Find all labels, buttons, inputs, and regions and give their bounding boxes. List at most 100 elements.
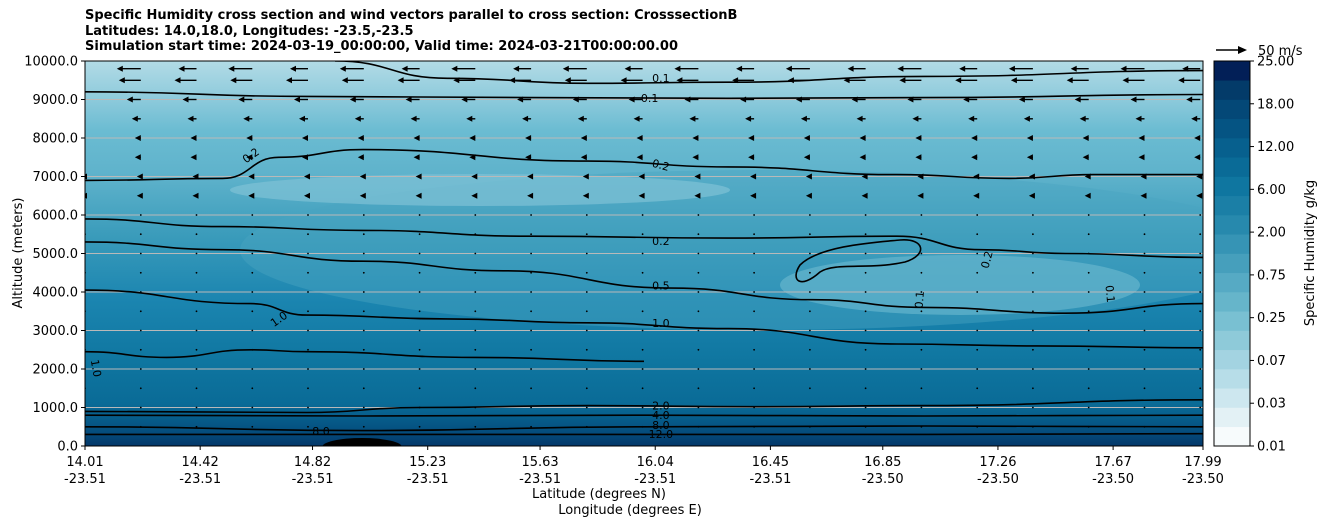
wind-vector [641,291,644,293]
wind-vector-head [304,173,310,180]
wind-vector-head [339,65,346,72]
colorbar-segment [1214,330,1250,351]
wind-vector-head [116,65,123,72]
wind-vector-head [740,96,747,103]
wind-vector-head [415,173,422,180]
wind-vector [1032,233,1034,236]
wind-vector [697,425,700,428]
wind-vector [641,252,644,255]
wind-vector [697,214,700,216]
colorbar-segment [1214,118,1250,139]
wind-vector-head [187,115,194,122]
x-axis-label-latitude: Latitude (degrees N) [532,487,666,502]
x-tick-label-lon: -23.51 [292,472,334,487]
wind-vector [1143,425,1146,428]
wind-vector [195,329,198,332]
wind-vector-head [190,135,197,141]
wind-vector [1087,310,1090,313]
wind-vector [195,271,198,274]
wind-vector [1087,387,1090,390]
wind-vector [809,348,811,351]
wind-vector-head [349,96,356,103]
wind-vector [251,406,254,409]
wind-vector-head [1084,173,1091,180]
wind-vector-head [522,115,529,122]
wind-vector-head [973,173,980,180]
colorbar-segment [1214,369,1250,389]
wind-vector [530,291,532,293]
wind-vector [1143,348,1146,351]
wind-vector-head [290,65,296,72]
x-tick-label-lon: -23.50 [862,472,904,487]
wind-vector [362,348,365,351]
wind-vector-head [134,135,141,141]
wind-vector [1032,406,1034,409]
wind-vector-head [912,115,919,122]
wind-vector [1143,271,1146,274]
contour-line-2 [85,399,1203,414]
wind-vector [474,310,477,313]
wind-vector [976,252,979,255]
wind-vector [753,291,755,293]
wind-vector [809,329,811,332]
wind-vector [585,271,588,274]
colorbar-segment [1214,407,1250,428]
y-tick-label: 7000.0 [33,170,79,185]
wind-vector [753,387,755,390]
y-axis-label: Altitude (meters) [11,198,26,309]
wind-vector-head [413,135,420,141]
wind-vector [1199,291,1202,293]
wind-vector [809,214,811,216]
wind-vector [864,271,867,274]
wind-vector [809,310,811,313]
wind-vectors [85,65,1203,428]
colorbar-segment [1214,272,1250,293]
colorbar: 0.01 0.03 0.07 0.25 0.75 2.00 6.00 12.00 18.00 25… [1213,55,1294,455]
wind-vector [809,233,811,236]
contour-label: 0.2 [979,250,996,270]
wind-vector [530,348,532,351]
wind-vector-head [971,154,978,161]
contour-line-1 [85,289,1203,349]
wind-vector [139,214,142,216]
contour-label-group: 1.0 [652,317,670,330]
wind-vector [1143,233,1146,236]
wind-vector-head [469,154,476,161]
wind-vector [1199,329,1202,332]
wind-vector-head [451,65,458,72]
contour-label: 0.1 [913,290,927,309]
contour-label-group: 12.0 [649,428,674,441]
wind-vector [976,387,979,390]
wind-vector-head [527,173,534,180]
wind-vector [1032,271,1034,274]
wind-vector-head [85,192,87,199]
wind-vector-head [1140,173,1147,180]
y-tick-label: 5000.0 [33,247,79,262]
contour-label-group: 0.1 [641,92,659,105]
wind-vector-head [1196,192,1203,199]
wind-vector-head [847,65,854,72]
wind-vector [139,233,142,236]
wind-vector-head [182,96,189,103]
wind-vector [530,329,532,332]
wind-vector [753,425,755,428]
wind-vector-head [304,192,310,199]
wind-vector [474,368,477,370]
x-tick-label-lon: -23.51 [519,472,561,487]
wind-vector-head [359,192,366,199]
wind-vector-head [469,135,476,141]
wind-vector-head [1186,96,1193,103]
wind-vector [641,214,644,216]
wind-vector-head [118,77,125,84]
contour-line-1 [85,348,645,363]
wind-vector [697,310,700,313]
x-axis: 14.01 -23.51 14.42 -23.51 14.82 -23.51 15.23 -2… [64,446,1224,487]
wind-vector-head [917,173,924,180]
wind-vector [753,406,755,409]
contour-label-group: 0.2 [651,157,671,174]
wind-vector [641,348,644,351]
wind-vector-head [190,154,197,161]
wind-vector [697,271,700,274]
wind-vector [530,233,532,236]
contour-line-12 [85,432,1203,436]
